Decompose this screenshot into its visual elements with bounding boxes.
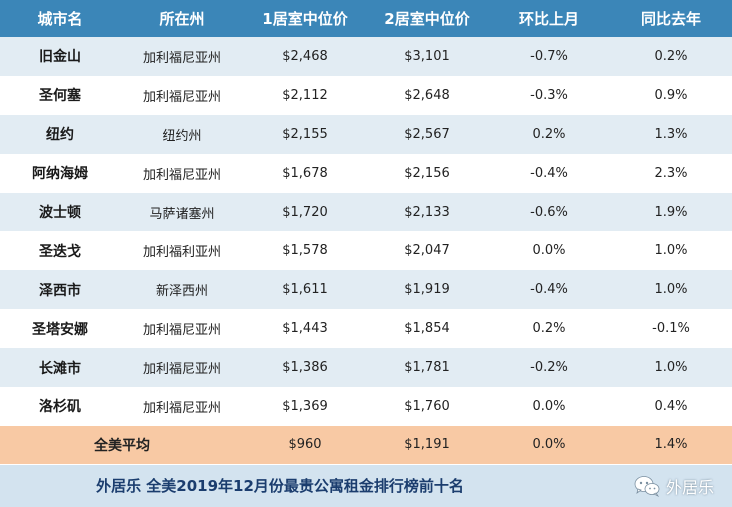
table-row: 圣塔安娜 加利福尼亚州 $1,443 $1,854 0.2% -0.1%: [0, 309, 732, 349]
two-bedroom-cell: $1,919: [404, 282, 450, 298]
header-state: 所在州: [159, 10, 205, 28]
mom-cell: 0.0%: [532, 243, 566, 259]
mom-cell: 0.2%: [532, 126, 566, 142]
table-caption: 外居乐 全美2019年12月份最贵公寓租金排行榜前十名: [96, 477, 464, 495]
city-cell: 旧金山: [39, 49, 81, 66]
one-bedroom-cell: $1,386: [282, 360, 328, 376]
city-cell: 波士顿: [39, 205, 81, 221]
one-bedroom-cell: $1,369: [282, 398, 328, 414]
two-bedroom-cell: $2,648: [404, 87, 450, 103]
average-one-bedroom-cell: $960: [288, 437, 322, 453]
table-row: 旧金山 加利福尼亚州 $2,468 $3,101 -0.7% 0.2%: [0, 37, 732, 76]
header-one-bedroom-median: 1居室中位价: [262, 10, 348, 28]
two-bedroom-cell: $1,781: [404, 360, 450, 376]
mom-cell: 0.2%: [532, 321, 566, 337]
wechat-icon: [634, 476, 660, 497]
one-bedroom-cell: $1,678: [282, 165, 328, 181]
mom-cell: -0.6%: [530, 204, 568, 220]
table-row: 波士顿 马萨诸塞州 $1,720 $2,133 -0.6% 1.9%: [0, 192, 732, 232]
mom-cell: -0.2%: [530, 360, 568, 376]
national-average-row: 全美平均 $960 $1,191 0.0% 1.4%: [0, 425, 732, 464]
mom-cell: -0.3%: [530, 87, 568, 103]
yoy-cell: 1.3%: [654, 126, 688, 142]
mom-cell: -0.7%: [530, 48, 568, 64]
one-bedroom-cell: $1,578: [282, 243, 328, 259]
table-row: 洛杉矶 加利福尼亚州 $1,369 $1,760 0.0% 0.4%: [0, 387, 732, 426]
state-cell: 加利福尼亚州: [142, 167, 221, 183]
state-cell: 马萨诸塞州: [149, 206, 215, 222]
two-bedroom-cell: $2,133: [404, 204, 450, 220]
state-cell: 加利福尼亚州: [142, 323, 221, 339]
city-cell: 圣何塞: [39, 88, 81, 105]
city-cell: 长滩市: [39, 360, 81, 377]
yoy-cell: 1.9%: [654, 204, 688, 220]
one-bedroom-cell: $2,155: [282, 126, 328, 142]
two-bedroom-cell: $1,854: [404, 321, 450, 337]
one-bedroom-cell: $1,611: [282, 282, 328, 298]
city-cell: 阿纳海姆: [32, 166, 88, 183]
average-mom-cell: 0.0%: [532, 437, 566, 453]
yoy-cell: 1.0%: [654, 243, 688, 259]
table-row: 纽约 纽约州 $2,155 $2,567 0.2% 1.3%: [0, 114, 732, 154]
yoy-cell: 0.2%: [654, 48, 688, 64]
one-bedroom-cell: $2,468: [282, 48, 328, 64]
state-cell: 加利福尼亚州: [142, 50, 221, 66]
two-bedroom-cell: $3,101: [404, 48, 450, 64]
state-cell: 加利福尼亚州: [142, 89, 221, 105]
city-cell: 圣塔安娜: [32, 321, 88, 338]
state-cell: 新泽西州: [155, 284, 208, 300]
state-cell: 加利福尼亚州: [142, 400, 221, 416]
mom-cell: 0.0%: [532, 398, 566, 414]
yoy-cell: 1.0%: [654, 282, 688, 298]
table-row: 圣迭戈 加利福利亚州 $1,578 $2,047 0.0% 1.0%: [0, 231, 732, 271]
table-row: 阿纳海姆 加利福尼亚州 $1,678 $2,156 -0.4% 2.3%: [0, 153, 732, 193]
mom-cell: -0.4%: [530, 282, 568, 298]
header-city: 城市名: [37, 10, 83, 28]
average-label: 全美平均: [94, 437, 150, 454]
mom-cell: -0.4%: [530, 165, 568, 181]
state-cell: 加利福利亚州: [142, 245, 221, 261]
two-bedroom-cell: $2,567: [404, 126, 450, 142]
header-month-over-month: 环比上月: [518, 10, 579, 28]
one-bedroom-cell: $1,443: [282, 321, 328, 337]
yoy-cell: 0.9%: [654, 87, 688, 103]
city-cell: 纽约: [46, 127, 74, 144]
two-bedroom-cell: $2,156: [404, 165, 450, 181]
city-cell: 泽西市: [39, 282, 81, 299]
watermark: 外居乐: [634, 473, 714, 499]
two-bedroom-cell: $1,760: [404, 398, 450, 414]
yoy-cell: 2.3%: [654, 165, 688, 181]
table-row: 长滩市 加利福尼亚州 $1,386 $1,781 -0.2% 1.0%: [0, 348, 732, 388]
two-bedroom-cell: $2,047: [404, 243, 450, 259]
one-bedroom-cell: $2,112: [282, 87, 328, 103]
header-two-bedroom-median: 2居室中位价: [384, 10, 470, 28]
rent-ranking-table: 城市名 所在州 1居室中位价 2居室中位价 环比上月 同比去年 旧金山 加利福尼…: [0, 0, 732, 464]
footer-bar: 外居乐 全美2019年12月份最贵公寓租金排行榜前十名 外居乐: [0, 465, 732, 507]
table-row: 圣何塞 加利福尼亚州 $2,112 $2,648 -0.3% 0.9%: [0, 75, 732, 115]
one-bedroom-cell: $1,720: [282, 204, 328, 220]
yoy-cell: 0.4%: [654, 398, 688, 414]
yoy-cell: -0.1%: [652, 321, 690, 337]
header-year-over-year: 同比去年: [640, 10, 701, 28]
table-row: 泽西市 新泽西州 $1,611 $1,919 -0.4% 1.0%: [0, 270, 732, 310]
city-cell: 圣迭戈: [39, 243, 81, 260]
average-two-bedroom-cell: $1,191: [404, 437, 450, 453]
average-yoy-cell: 1.4%: [654, 437, 688, 453]
state-cell: 加利福尼亚州: [142, 362, 221, 378]
city-cell: 洛杉矶: [39, 399, 81, 416]
yoy-cell: 1.0%: [654, 360, 688, 376]
state-cell: 纽约州: [162, 128, 202, 144]
table-header-row: 城市名 所在州 1居室中位价 2居室中位价 环比上月 同比去年: [0, 0, 732, 37]
watermark-text: 外居乐: [665, 478, 714, 497]
